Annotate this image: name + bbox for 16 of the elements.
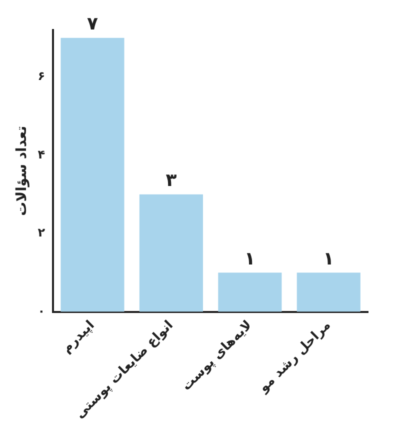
bar (296, 272, 360, 312)
bar (139, 194, 203, 312)
data-label: ۱ (244, 248, 256, 270)
data-label: ۷ (86, 14, 98, 34)
y-tick-label: ٢ (38, 226, 46, 240)
y-axis-title: تعداد سؤالات (14, 126, 30, 216)
data-label: ۱ (323, 248, 334, 270)
bar (60, 38, 124, 312)
x-tick-label: لایه‌های پوست (179, 318, 256, 394)
y-tick-label: ٠ (38, 304, 46, 318)
data-label: ۳ (166, 170, 177, 192)
x-tick-label: اپیدرم (59, 318, 98, 356)
x-tick-label: مراحل رشد مو (256, 318, 334, 396)
bar (218, 272, 282, 312)
y-tick-label: ۴ (38, 147, 46, 162)
y-tick-label: ۶ (38, 69, 46, 84)
